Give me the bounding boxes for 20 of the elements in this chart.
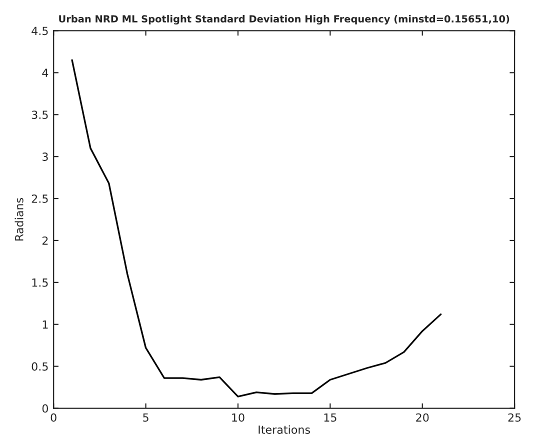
- y-tick-label: 2: [42, 236, 48, 245]
- y-tick-label: 1: [42, 320, 48, 329]
- y-tick-label: 4.5: [32, 26, 48, 36]
- x-tick-label: 10: [232, 413, 244, 422]
- y-tick-label: 4: [42, 68, 48, 77]
- y-tick-label: 0.5: [32, 362, 48, 371]
- x-tick-label: 15: [324, 413, 336, 422]
- x-tick-label: 0: [50, 413, 56, 422]
- y-tick-label: 3.5: [32, 110, 48, 120]
- x-tick-label: 5: [143, 413, 148, 422]
- x-tick-label: 25: [508, 413, 521, 422]
- y-axis-title: Radians: [14, 198, 24, 240]
- y-tick-label: 2.5: [32, 194, 48, 203]
- x-tick-label: 20: [416, 413, 429, 422]
- line-series: [71, 59, 442, 398]
- y-tick-label: 0: [42, 404, 48, 413]
- chart-title: Urban NRD ML Spotlight Standard Deviation High Frequency (minstd=0.15651,10): [59, 15, 510, 24]
- y-tick-label: 1.5: [32, 278, 48, 287]
- y-tick-label: 3: [42, 152, 48, 161]
- x-axis-title: Iterations: [258, 425, 310, 434]
